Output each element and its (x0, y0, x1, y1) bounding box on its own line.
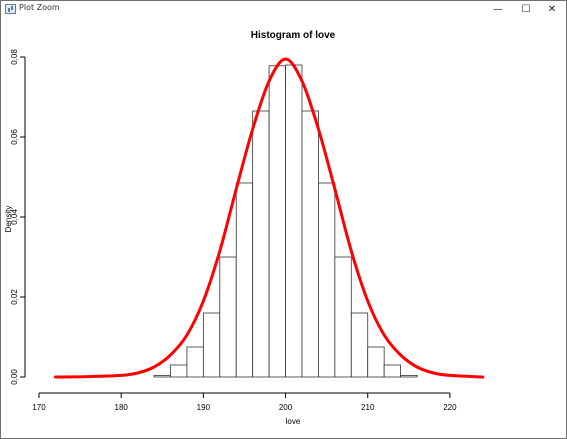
plot-app-icon (5, 4, 16, 14)
histogram-bar (186, 346, 204, 378)
histogram-bar (153, 374, 171, 378)
y-tick-label: 0.02 (10, 289, 19, 305)
window-title: Plot Zoom (19, 3, 60, 12)
y-axis-ticks: 0.00 0.02 0.04 0.06 0.08 (10, 49, 25, 385)
histogram-plot: Histogram of love 170 180 190 200 210 220 0.0… (4, 30, 485, 426)
close-button[interactable]: ✕ (547, 3, 557, 15)
histogram-bar (285, 64, 303, 378)
histogram-bar (334, 256, 352, 378)
x-axis-ticks: 170 180 190 200 210 220 (32, 393, 457, 412)
title-bar[interactable]: Plot Zoom — ☐ ✕ (1, 1, 566, 17)
y-axis-label: Density (4, 206, 13, 233)
histogram-bar (170, 364, 188, 378)
minimize-button[interactable]: — (493, 3, 503, 15)
x-tick-label: 170 (32, 403, 46, 412)
x-tick-label: 220 (443, 403, 457, 412)
x-tick-label: 210 (361, 403, 375, 412)
y-tick-label: 0.04 (10, 209, 19, 225)
histogram-bars (153, 64, 418, 378)
chart-title: Histogram of love (251, 30, 336, 41)
histogram-bar (235, 182, 254, 378)
x-tick-label: 180 (115, 403, 129, 412)
histogram-bar (202, 312, 221, 378)
x-tick-label: 190 (197, 403, 211, 412)
histogram-bar (252, 110, 270, 378)
y-tick-label: 0.00 (10, 369, 19, 385)
x-tick-label: 200 (279, 403, 293, 412)
histogram-bar (367, 346, 385, 378)
maximize-button[interactable]: ☐ (521, 3, 531, 15)
y-tick-label: 0.08 (10, 49, 19, 65)
density-curve (53, 57, 485, 379)
x-axis-label: love (286, 417, 301, 426)
histogram-bar (400, 374, 418, 378)
histogram-bar (301, 110, 319, 378)
histogram-bar (383, 364, 401, 378)
histogram-bar (318, 182, 336, 378)
y-tick-label: 0.06 (10, 129, 19, 145)
histogram-bar (219, 256, 237, 378)
histogram-bar (268, 65, 286, 378)
histogram-bar (350, 312, 369, 378)
